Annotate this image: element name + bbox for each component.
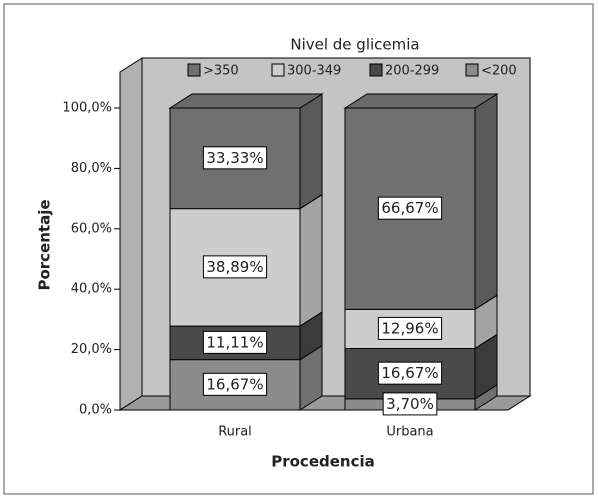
legend-swatch (271, 63, 285, 77)
x-axis-title: Procedencia (271, 453, 375, 471)
legend-label: 200-299 (385, 64, 439, 79)
value-label: 11,11% (206, 333, 263, 351)
legend-swatch (187, 63, 201, 77)
value-label: 16,67% (381, 364, 438, 382)
side-wall (119, 57, 143, 411)
value-label: 16,67% (206, 375, 263, 393)
legend-title: Nivel de glicemia (290, 36, 419, 54)
bar-side (474, 93, 498, 311)
value-label-box (382, 392, 438, 416)
x-tick-label: Urbana (386, 425, 433, 440)
value-label: 38,89% (206, 258, 263, 276)
y-tick-label: 60,0% (71, 221, 112, 236)
bar-top (168, 93, 324, 109)
legend-label: 300-349 (287, 64, 341, 79)
y-tick-label: 40,0% (71, 282, 112, 297)
bar-segment (344, 347, 476, 400)
value-label-box (377, 196, 443, 220)
y-tick-label: 0,0% (79, 403, 112, 418)
bar-top (343, 93, 499, 109)
value-label-box (377, 316, 443, 340)
value-label: 66,67% (381, 199, 438, 217)
value-label-box (202, 330, 268, 354)
bar-side (299, 93, 323, 210)
y-tick-label: 80,0% (71, 161, 112, 176)
value-label: 12,96% (381, 319, 438, 337)
x-tick-label: Rural (218, 425, 252, 440)
legend-label: >350 (203, 64, 239, 79)
y-axis-title: Porcentaje (36, 199, 54, 290)
legend-swatch (465, 63, 479, 77)
legend-swatch (369, 63, 383, 77)
legend-label: <200 (481, 64, 517, 79)
value-label-box (202, 255, 268, 279)
value-label: 33,33% (206, 149, 263, 167)
value-label: 3,70% (386, 395, 434, 413)
bar-side (299, 193, 323, 328)
y-tick-label: 100,0% (62, 101, 112, 116)
value-label-box (202, 372, 268, 396)
value-label-box (377, 361, 443, 385)
value-label-box (202, 146, 268, 170)
y-tick-label: 20,0% (71, 342, 112, 357)
